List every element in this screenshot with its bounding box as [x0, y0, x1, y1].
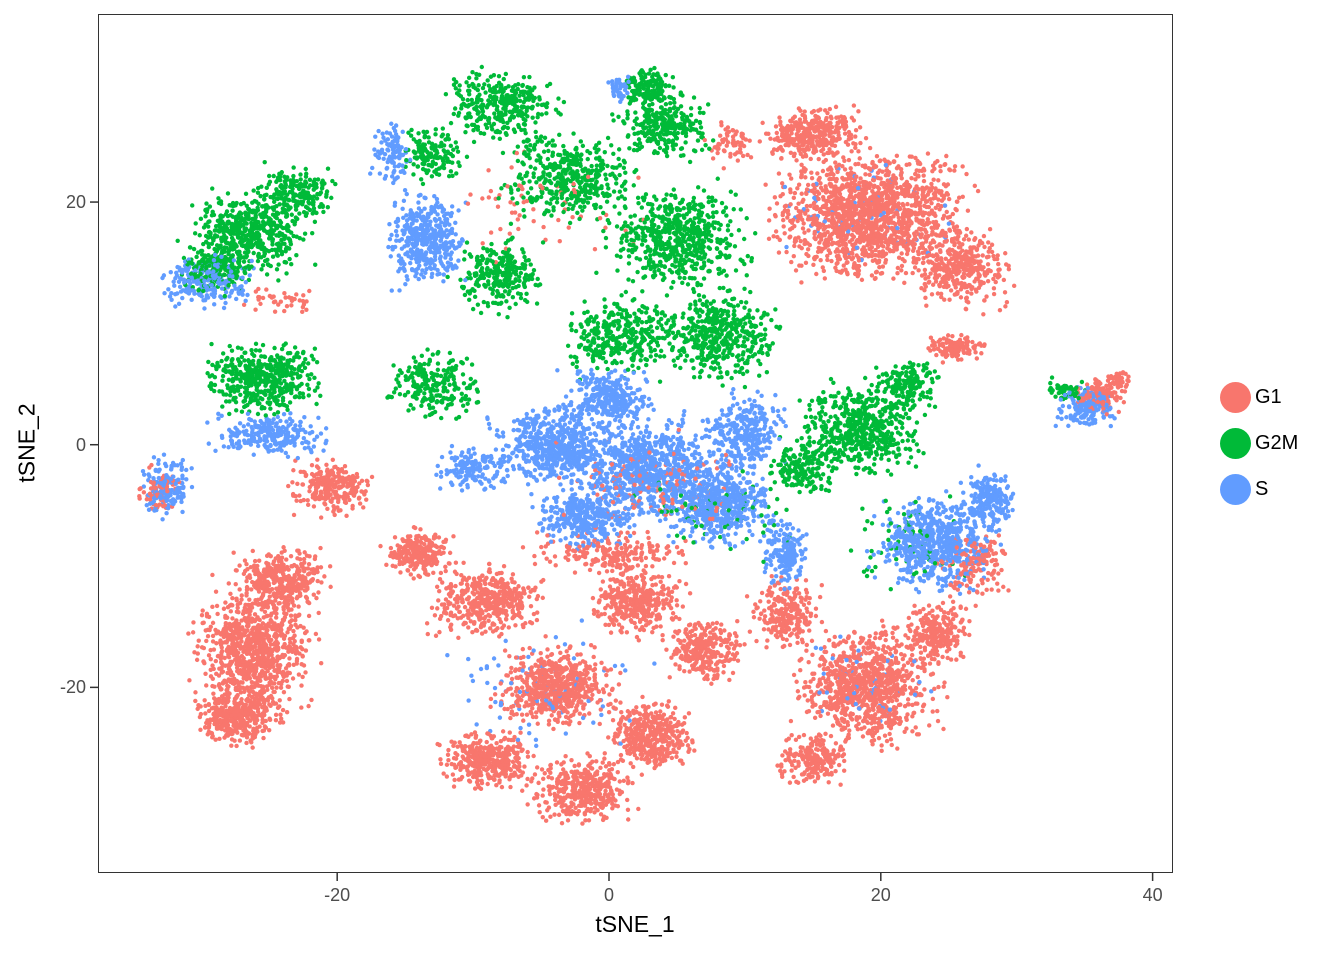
- legend-key-circle-icon: [1220, 427, 1251, 459]
- x-tick-label: 40: [1142, 885, 1163, 905]
- legend-key-circle-icon: [1220, 381, 1251, 413]
- x-tick-label: 0: [603, 885, 614, 905]
- x-tick-label: -20: [324, 885, 351, 905]
- legend-label: G2M: [1255, 431, 1299, 454]
- legend-item-g2m: G2M: [1220, 420, 1298, 466]
- y-tick-label: 20: [65, 192, 86, 213]
- legend-item-s: S: [1220, 466, 1298, 512]
- y-tick-label: 0: [75, 434, 86, 455]
- x-axis-title: tSNE_1: [595, 911, 675, 937]
- legend-key-circle-icon: [1220, 473, 1251, 505]
- legend-label: G1: [1255, 385, 1282, 408]
- y-tick-label: -20: [59, 677, 86, 698]
- y-axis-title: tSNE_2: [13, 403, 40, 483]
- x-tick-label: 20: [870, 885, 891, 905]
- plot-panel-border: [98, 14, 1173, 873]
- legend: G1 G2M S: [1220, 374, 1298, 512]
- legend-item-g1: G1: [1220, 374, 1298, 420]
- legend-label: S: [1255, 477, 1269, 500]
